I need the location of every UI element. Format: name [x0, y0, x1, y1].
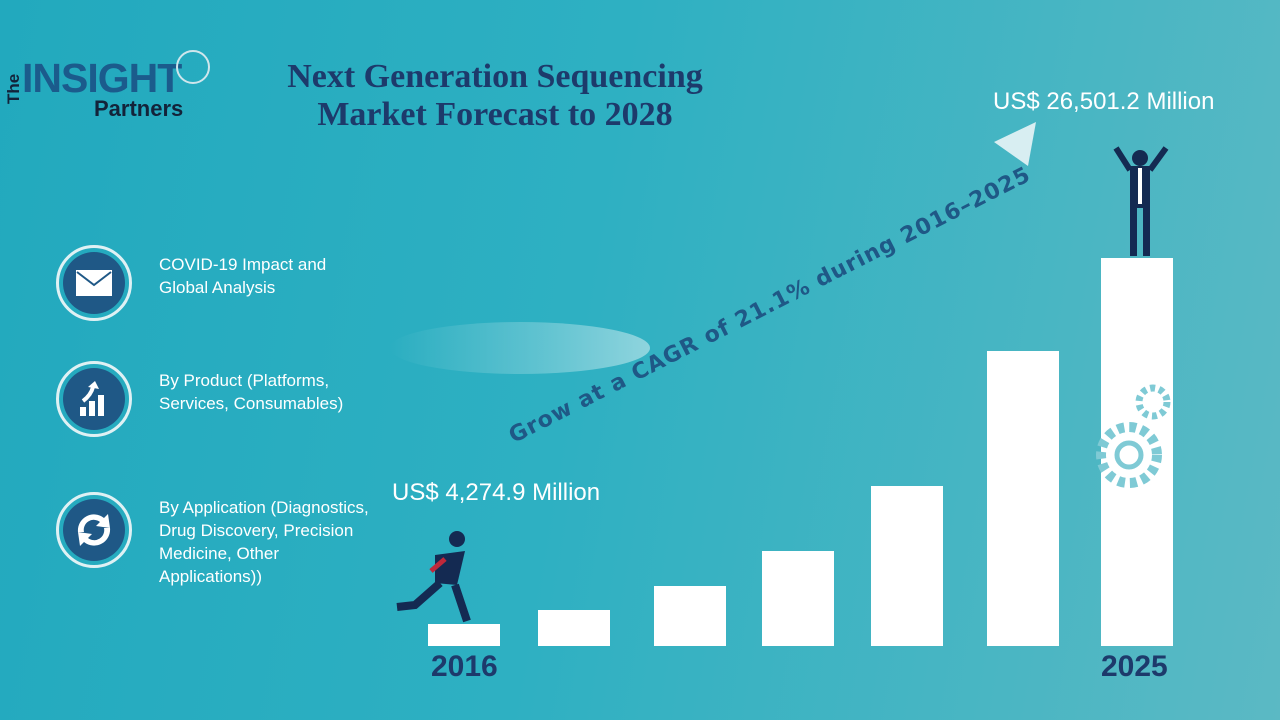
page-title: Next Generation Sequencing Market Foreca… [250, 58, 740, 134]
item-label: By Application (Diagnostics, Drug Discov… [159, 498, 369, 586]
cagr-text: Grow at a CAGR of 21.1% during 2016–2025 [505, 162, 1035, 449]
envelope-icon [63, 252, 125, 314]
bar-6 [987, 351, 1059, 646]
start-value: US$ 4,274.9 Million [392, 479, 601, 506]
title-line-1: Next Generation Sequencing [287, 58, 703, 95]
item-label: COVID-19 Impact and Global Analysis [159, 255, 327, 297]
bar-1 [428, 624, 500, 646]
end-value: US$ 26,501.2 Million [993, 88, 1215, 115]
start-year: 2016 [431, 650, 498, 683]
list-item-covid: COVID-19 Impact and Global Analysis [56, 245, 326, 321]
item-label: By Product (Platforms, Services, Consuma… [159, 371, 344, 413]
swoosh-decoration [390, 322, 650, 374]
exchange-arrows-icon [63, 499, 125, 561]
logo-partners: Partners [94, 96, 184, 121]
person-figure-icon [1113, 146, 1169, 256]
running-person-icon [396, 531, 471, 623]
bar-5 [871, 486, 943, 646]
logo-insight: INSIGHT [22, 55, 182, 101]
list-item-product: By Product (Platforms, Services, Consuma… [56, 361, 343, 437]
arrow-head-icon [994, 122, 1036, 166]
gears-icon [1096, 384, 1171, 488]
title-line-2: Market Forecast to 2028 [317, 96, 673, 133]
logo-ring-icon [176, 50, 210, 84]
growth-chart-icon [63, 368, 125, 430]
bar-2 [538, 610, 610, 646]
list-item-application: By Application (Diagnostics, Drug Discov… [56, 492, 369, 586]
bar-3 [654, 586, 726, 646]
bar-4 [762, 551, 834, 646]
end-year: 2025 [1101, 650, 1168, 683]
logo-the: The [4, 73, 23, 104]
